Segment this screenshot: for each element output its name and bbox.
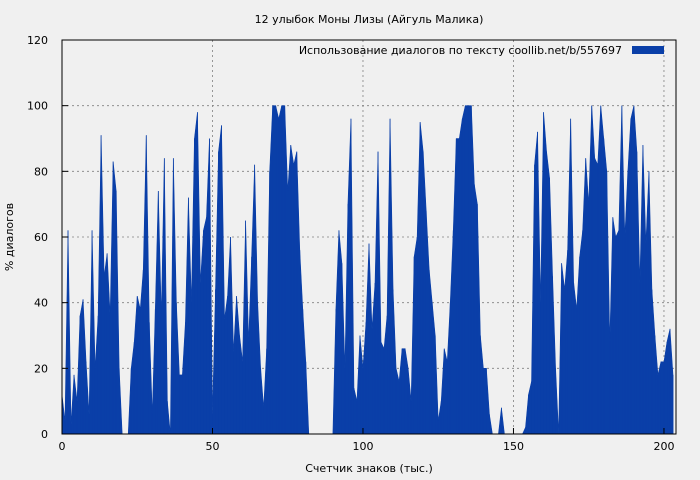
y-axis-label: % диалогов [3,203,16,271]
y-tick-label: 100 [27,100,48,113]
y-tick-label: 0 [41,428,48,441]
x-axis-ticks: 0 50 100 150 200 [59,428,674,453]
y-tick-label: 20 [34,362,48,375]
x-tick-label: 0 [59,440,66,453]
data-series [61,105,674,435]
y-tick-label: 120 [27,34,48,47]
chart-title: 12 улыбок Моны Лизы (Айгуль Малика) [255,13,484,26]
x-tick-label: 150 [503,440,524,453]
y-axis-ticks: 0 20 40 60 80 100 120 [27,34,68,441]
x-tick-label: 100 [352,440,373,453]
y-tick-label: 80 [34,165,48,178]
x-tick-label: 50 [205,440,219,453]
x-axis-label: Счетчик знаков (тыс.) [305,462,433,475]
legend-swatch [632,46,664,54]
legend: Использование диалогов по тексту coollib… [299,44,664,57]
x-tick-label: 200 [653,440,674,453]
legend-label: Использование диалогов по тексту coollib… [299,44,622,57]
y-tick-label: 40 [34,297,48,310]
y-tick-label: 60 [34,231,48,244]
